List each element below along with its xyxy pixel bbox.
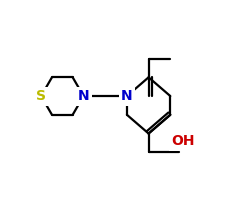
Text: OH: OH [171,134,195,148]
Text: S: S [36,89,46,103]
Text: N: N [78,89,89,103]
Text: N: N [121,89,133,103]
